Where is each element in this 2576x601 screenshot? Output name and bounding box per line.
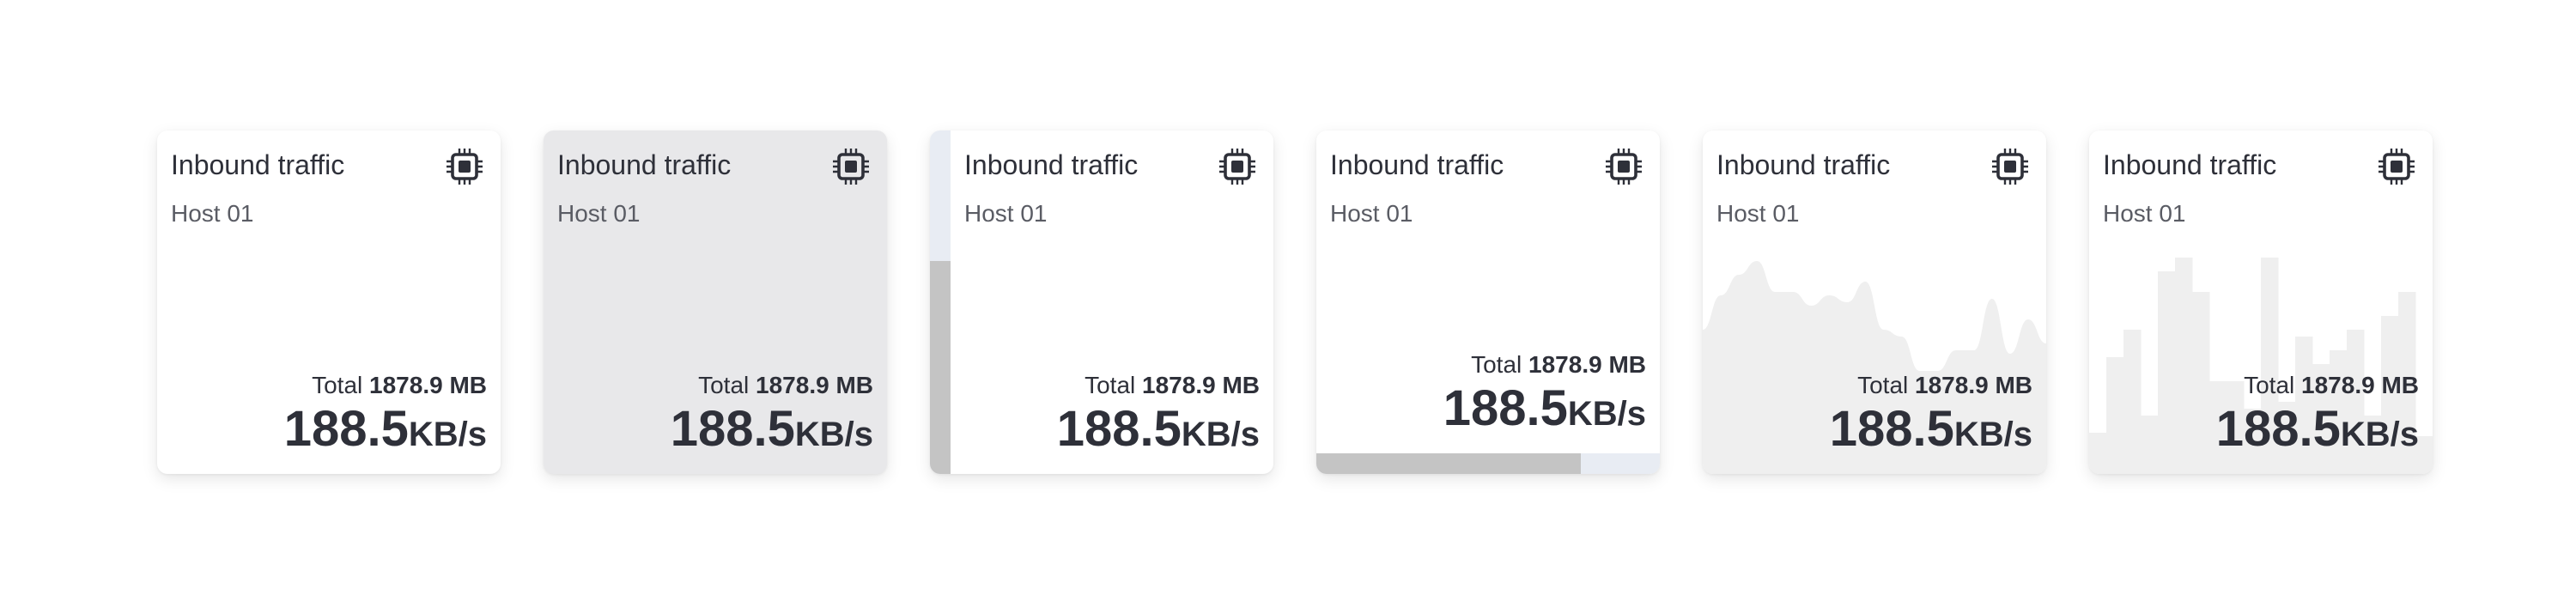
- bar: [2278, 402, 2296, 474]
- card-title: Inbound traffic: [1330, 149, 1504, 180]
- current-rate: 188.5KB/s: [284, 402, 487, 457]
- current-rate: 188.5KB/s: [1057, 402, 1260, 457]
- traffic-card[interactable]: Inbound traffic Host 01 Total 1878.9 MB …: [1703, 131, 2046, 474]
- cpu-chip-icon: [1992, 149, 2028, 185]
- total-traffic: Total 1878.9 MB: [1857, 371, 2032, 400]
- total-label: Total: [698, 372, 750, 398]
- total-label: Total: [2244, 372, 2295, 398]
- total-value: 1878.9 MB: [369, 372, 487, 398]
- total-label: Total: [312, 372, 363, 398]
- total-value: 1878.9 MB: [1142, 372, 1260, 398]
- total-traffic: Total 1878.9 MB: [1471, 350, 1646, 379]
- sparkline-chart: [1703, 261, 2046, 474]
- progress-fill: [930, 261, 951, 474]
- card-title: Inbound traffic: [964, 149, 1139, 180]
- bar: [2398, 292, 2416, 474]
- rate-value: 188.5: [283, 401, 409, 457]
- cpu-chip-icon: [1219, 149, 1255, 185]
- total-value: 1878.9 MB: [2301, 372, 2419, 398]
- progress-track: [930, 131, 951, 474]
- cpu-chip-icon: [833, 149, 869, 185]
- host-name: Host 01: [2103, 200, 2186, 227]
- bar: [2347, 330, 2365, 474]
- bar: [2123, 330, 2142, 474]
- total-traffic: Total 1878.9 MB: [1084, 371, 1260, 400]
- bar: [2192, 292, 2210, 474]
- total-label: Total: [1471, 351, 1522, 378]
- sparkline-chart: [2089, 258, 2433, 474]
- rate-value: 188.5: [1056, 401, 1182, 457]
- bar: [2175, 258, 2193, 474]
- bar: [2312, 364, 2330, 474]
- rate-unit: KB/s: [1181, 416, 1260, 453]
- bar: [2295, 337, 2313, 474]
- traffic-card[interactable]: Inbound traffic Host 01 Total 1878.9 MB …: [2089, 131, 2433, 474]
- rate-unit: KB/s: [1953, 416, 2032, 453]
- current-rate: 188.5KB/s: [1830, 402, 2032, 457]
- total-label: Total: [1084, 372, 1136, 398]
- total-value: 1878.9 MB: [1915, 372, 2032, 398]
- bar: [2141, 416, 2159, 474]
- total-traffic: Total 1878.9 MB: [2244, 371, 2419, 400]
- host-name: Host 01: [557, 200, 641, 227]
- total-value: 1878.9 MB: [756, 372, 873, 398]
- cpu-chip-icon: [1606, 149, 1642, 185]
- traffic-card[interactable]: Inbound traffic Host 01 Total 1878.9 MB …: [1316, 131, 1660, 474]
- host-name: Host 01: [171, 200, 254, 227]
- traffic-card[interactable]: Inbound traffic Host 01 Total 1878.9 MB …: [930, 131, 1273, 474]
- rate-unit: KB/s: [2340, 416, 2419, 453]
- current-rate: 188.5KB/s: [2216, 402, 2419, 457]
- bar: [2381, 316, 2399, 474]
- card-title: Inbound traffic: [557, 149, 732, 180]
- bar: [2089, 433, 2107, 474]
- total-value: 1878.9 MB: [1528, 351, 1646, 378]
- bar: [2415, 436, 2433, 474]
- rate-unit: KB/s: [1567, 395, 1646, 433]
- rate-value: 188.5: [1443, 380, 1568, 436]
- bar: [2158, 271, 2176, 474]
- current-rate: 188.5KB/s: [671, 402, 873, 457]
- total-traffic: Total 1878.9 MB: [698, 371, 873, 400]
- host-name: Host 01: [1716, 200, 1800, 227]
- bar: [2209, 381, 2227, 474]
- card-title: Inbound traffic: [2103, 149, 2277, 180]
- rate-value: 188.5: [2215, 401, 2341, 457]
- rate-unit: KB/s: [408, 416, 487, 453]
- cpu-chip-icon: [2379, 149, 2415, 185]
- bar: [2106, 357, 2124, 474]
- host-name: Host 01: [964, 200, 1048, 227]
- current-rate: 188.5KB/s: [1443, 381, 1646, 436]
- bar: [2364, 416, 2382, 474]
- host-name: Host 01: [1330, 200, 1413, 227]
- bar: [2261, 258, 2279, 474]
- cpu-chip-icon: [447, 149, 483, 185]
- bar: [2330, 350, 2348, 474]
- rate-value: 188.5: [670, 401, 795, 457]
- progress-track: [1316, 453, 1660, 474]
- traffic-card[interactable]: Inbound traffic Host 01 Total 1878.9 MB …: [157, 131, 501, 474]
- traffic-card[interactable]: Inbound traffic Host 01 Total 1878.9 MB …: [544, 131, 887, 474]
- rate-value: 188.5: [1829, 401, 1954, 457]
- rate-unit: KB/s: [794, 416, 873, 453]
- area-series: [1703, 261, 2046, 474]
- progress-fill: [1316, 453, 1581, 474]
- total-label: Total: [1857, 372, 1909, 398]
- card-title: Inbound traffic: [171, 149, 345, 180]
- card-title: Inbound traffic: [1716, 149, 1891, 180]
- bar: [2244, 409, 2262, 474]
- total-traffic: Total 1878.9 MB: [312, 371, 487, 400]
- bar: [2227, 381, 2245, 474]
